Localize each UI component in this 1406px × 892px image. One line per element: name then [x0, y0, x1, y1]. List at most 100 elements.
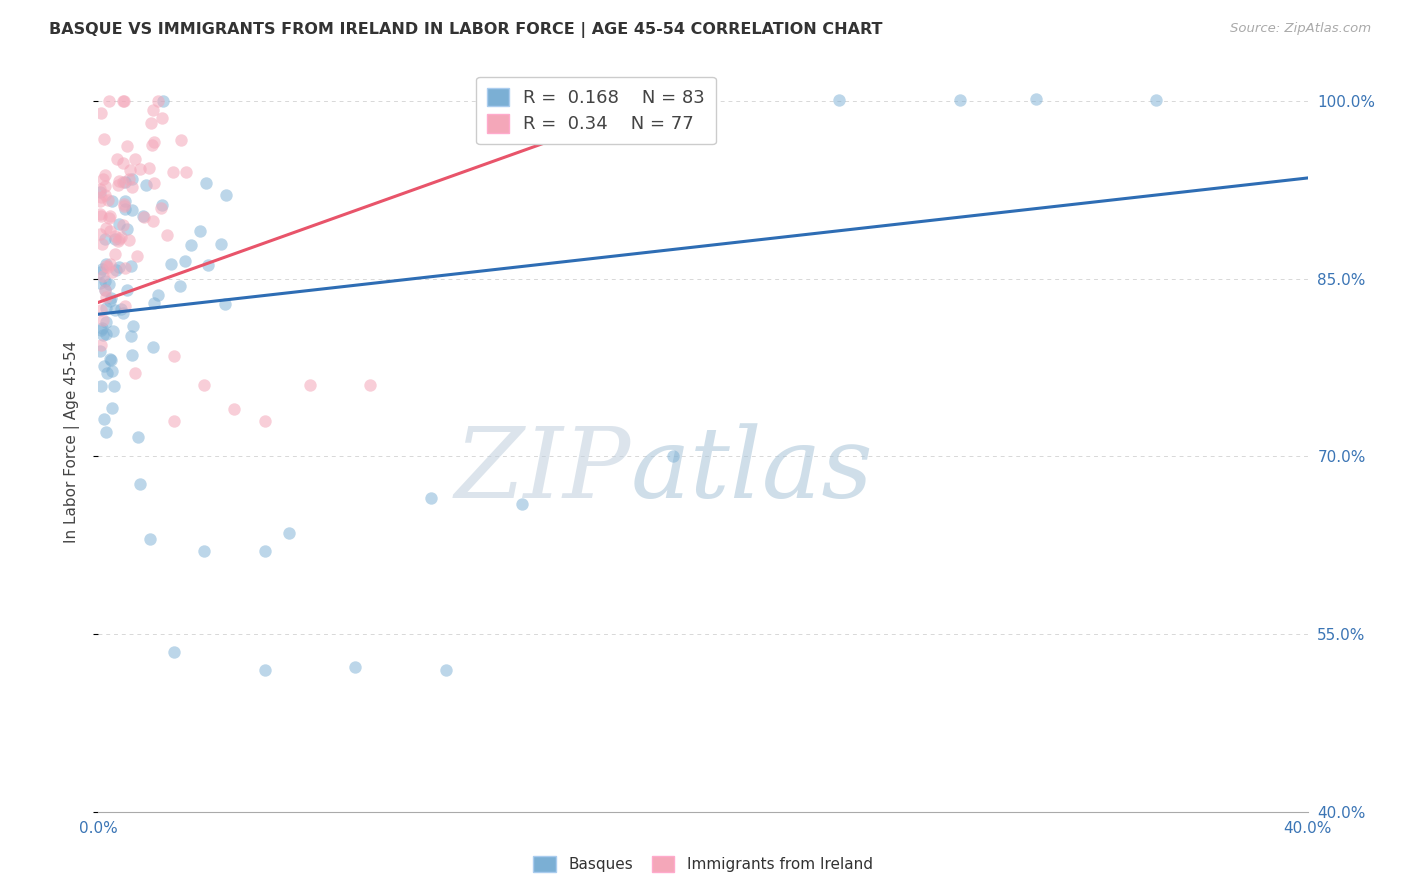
Point — [110, 230, 132, 244]
Point — [90, 303, 112, 318]
Point — [89, 344, 111, 359]
Point — [107, 173, 129, 187]
Point — [98, 209, 121, 223]
Point — [117, 233, 139, 247]
Point — [98, 293, 121, 308]
Point — [96, 316, 118, 330]
Point — [108, 218, 131, 232]
Point — [1024, 92, 1046, 106]
Point — [142, 213, 165, 227]
Point — [89, 185, 111, 199]
Point — [89, 207, 111, 221]
Point — [188, 224, 211, 238]
Point — [152, 198, 174, 212]
Point — [129, 476, 152, 491]
Point — [193, 378, 215, 392]
Point — [114, 175, 136, 189]
Point — [89, 194, 111, 209]
Point — [209, 237, 232, 252]
Point — [148, 288, 170, 302]
Point — [125, 249, 148, 263]
Point — [98, 277, 121, 291]
Y-axis label: In Labor Force | Age 45-54: In Labor Force | Age 45-54 — [65, 341, 80, 542]
Point — [174, 254, 197, 268]
Point — [360, 378, 382, 392]
Point — [96, 290, 118, 304]
Text: Source: ZipAtlas.com: Source: ZipAtlas.com — [1230, 22, 1371, 36]
Point — [104, 247, 127, 261]
Point — [162, 165, 184, 179]
Point — [193, 544, 215, 558]
Point — [138, 161, 160, 175]
Point — [121, 329, 143, 343]
Point — [89, 227, 111, 241]
Point — [114, 194, 136, 208]
Point — [163, 414, 186, 428]
Point — [89, 265, 111, 279]
Point — [160, 257, 183, 271]
Point — [93, 359, 115, 373]
Point — [104, 229, 127, 244]
Point — [115, 139, 138, 153]
Point — [93, 283, 115, 297]
Point — [420, 491, 443, 505]
Point — [94, 425, 117, 439]
Point — [94, 283, 117, 297]
Text: ZIP: ZIP — [454, 424, 630, 519]
Point — [108, 232, 131, 246]
Point — [111, 175, 134, 189]
Point — [105, 262, 128, 277]
Point — [112, 94, 135, 108]
Point — [90, 209, 112, 223]
Point — [174, 165, 197, 179]
Point — [108, 260, 131, 274]
Point — [121, 172, 143, 186]
Point — [97, 94, 120, 108]
Point — [146, 94, 169, 108]
Point — [135, 178, 157, 192]
Point — [100, 224, 122, 238]
Point — [180, 237, 202, 252]
Point — [94, 220, 117, 235]
Legend: Basques, Immigrants from Ireland: Basques, Immigrants from Ireland — [526, 848, 880, 880]
Point — [141, 341, 163, 355]
Point — [169, 278, 191, 293]
Point — [214, 297, 236, 311]
Point — [91, 172, 114, 186]
Point — [104, 303, 127, 318]
Point — [97, 260, 120, 274]
Point — [132, 209, 155, 223]
Point — [115, 283, 138, 297]
Point — [118, 172, 141, 186]
Point — [91, 321, 114, 335]
Point — [90, 323, 112, 337]
Point — [253, 414, 276, 428]
Point — [107, 178, 129, 193]
Text: atlas: atlas — [630, 424, 873, 519]
Point — [90, 106, 112, 120]
Point — [121, 347, 143, 361]
Point — [93, 412, 115, 426]
Point — [94, 178, 117, 193]
Point — [510, 497, 533, 511]
Point — [344, 660, 367, 674]
Point — [89, 276, 111, 290]
Point — [163, 349, 186, 363]
Point — [1144, 93, 1167, 107]
Point — [98, 256, 121, 270]
Point — [616, 93, 638, 107]
Point — [112, 94, 135, 108]
Point — [114, 202, 136, 217]
Point — [112, 197, 135, 211]
Point — [94, 168, 117, 182]
Point — [112, 306, 135, 320]
Point — [214, 188, 236, 202]
Point — [253, 544, 276, 558]
Point — [150, 112, 173, 126]
Point — [224, 401, 246, 416]
Point — [94, 301, 117, 315]
Point — [94, 259, 117, 273]
Point — [195, 176, 218, 190]
Point — [143, 136, 166, 150]
Point — [141, 116, 163, 130]
